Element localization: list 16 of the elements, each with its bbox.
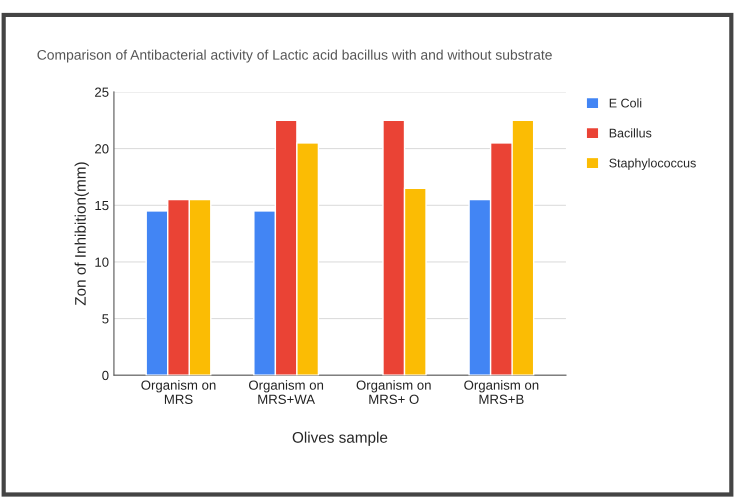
legend-label: Bacillus [610,128,652,138]
legend-label: Staphylococcus [609,158,696,170]
y-tick-label: 10 [95,257,109,267]
y-axis-title: Zon of Inhibition(mm) [74,162,89,306]
legend-label: E Coli [610,98,642,108]
y-tick-label: 0 [102,370,109,380]
y-tick-label: 25 [95,88,109,97]
x-axis-title: Olives sample [292,432,388,446]
x-tick-label: Organism on MRS [141,380,216,404]
x-tick-label: Organism on MRS+WA [248,380,324,404]
y-tick-label: 5 [102,314,109,324]
chart-title: Comparison of Antibacterial activity of Lactic acid bacillus with and without substrate [37,50,552,63]
x-tick-label: Organism on MRS+ O [356,380,431,404]
y-tick-label: 15 [95,200,109,210]
y-tick-label: 20 [95,144,109,154]
x-tick-label: Organism on MRS+B [464,380,538,404]
